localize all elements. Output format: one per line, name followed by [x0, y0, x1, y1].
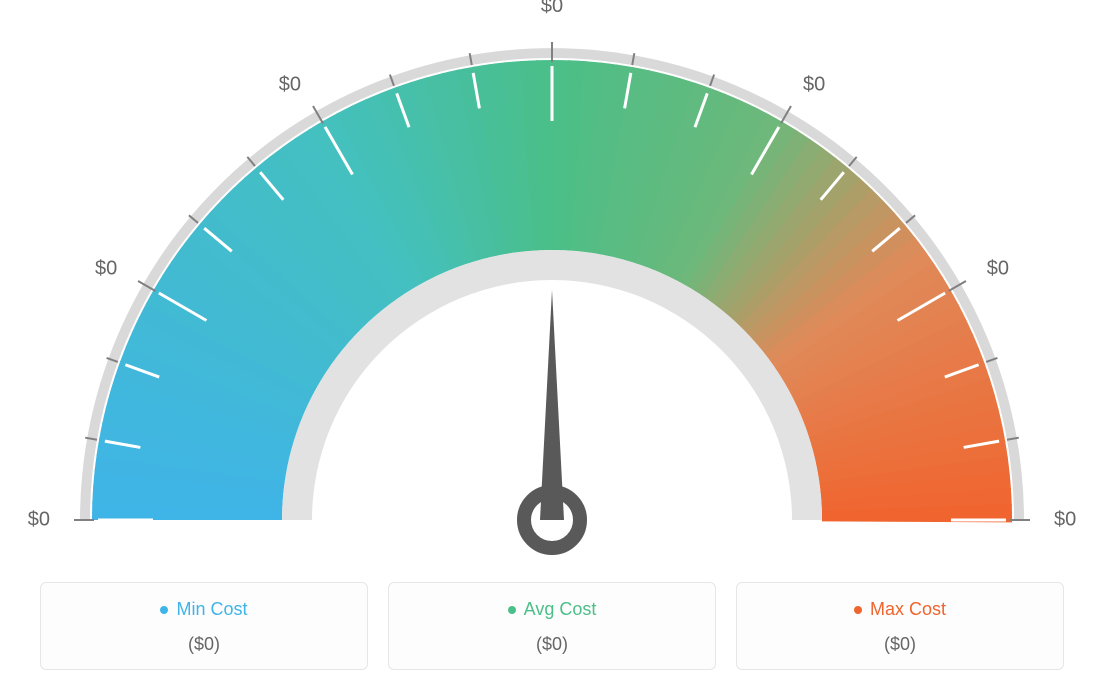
gauge-svg: [32, 30, 1072, 590]
legend-value: ($0): [747, 634, 1053, 655]
legend-row: Min Cost ($0) Avg Cost ($0) Max Cost ($0): [40, 582, 1064, 670]
gauge-scale-label: $0: [541, 0, 563, 18]
legend-title: Min Cost: [160, 599, 247, 620]
legend-card: Avg Cost ($0): [388, 582, 716, 670]
gauge-scale-label: $0: [28, 509, 50, 532]
legend-dot-icon: [160, 606, 168, 614]
legend-value: ($0): [51, 634, 357, 655]
gauge-scale-label: $0: [803, 74, 825, 97]
gauge-chart-container: $0$0$0$0$0$0$0 Min Cost($0)Avg Cost($0)M…: [0, 0, 1104, 690]
legend-card: Max Cost ($0): [736, 582, 1064, 670]
gauge-scale-label: $0: [279, 74, 301, 97]
legend-card: Min Cost ($0): [40, 582, 368, 670]
legend-value: ($0): [399, 634, 705, 655]
legend-title-text: Min Cost: [176, 599, 247, 620]
gauge: [32, 30, 1072, 595]
gauge-scale-label: $0: [1054, 509, 1076, 532]
legend-title: Avg Cost: [508, 599, 597, 620]
legend-dot-icon: [508, 606, 516, 614]
legend-title-text: Avg Cost: [524, 599, 597, 620]
legend-dot-icon: [854, 606, 862, 614]
gauge-scale-label: $0: [95, 258, 117, 281]
legend-title-text: Max Cost: [870, 599, 946, 620]
gauge-scale-label: $0: [987, 258, 1009, 281]
legend-title: Max Cost: [854, 599, 946, 620]
